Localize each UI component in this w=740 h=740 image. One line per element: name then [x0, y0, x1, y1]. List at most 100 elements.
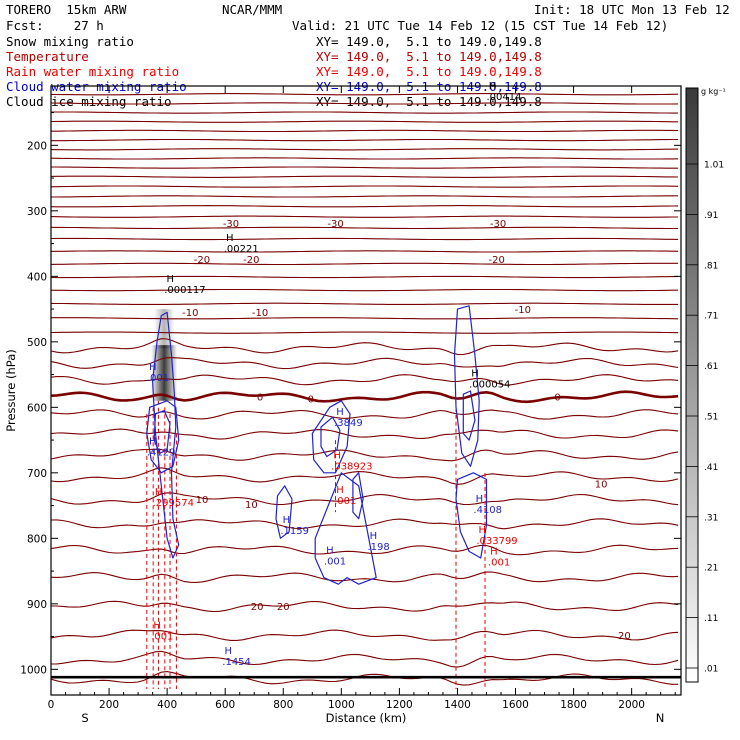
maximum-label: .299574 [153, 498, 194, 509]
isotherm-label: 20 [251, 602, 264, 613]
field-name: Temperature [6, 49, 89, 64]
isotherm [51, 409, 679, 420]
maximum-marker: H [490, 547, 498, 558]
colorbar-tick-label: .01 [704, 665, 718, 675]
isotherm [51, 129, 679, 133]
isotherm-label: -30 [327, 219, 343, 230]
maximum-label: .001 [324, 556, 346, 567]
isotherm [51, 671, 679, 686]
y-tick-label: 1000 [20, 664, 47, 676]
isotherm [51, 148, 679, 151]
isotherm [51, 157, 679, 160]
north-label: N [656, 711, 665, 725]
colorbar-tick-label: .31 [704, 513, 718, 523]
isotherm [51, 288, 679, 292]
isotherm [51, 357, 679, 370]
isotherm [51, 250, 679, 253]
isotherm [51, 302, 679, 305]
isotherm [51, 374, 679, 386]
cloud-water-contour [462, 390, 476, 441]
maximum-marker: H [225, 646, 233, 657]
y-tick-label: 700 [27, 468, 47, 480]
maximum-marker: H [153, 621, 161, 632]
maximum-label: .00414 [486, 92, 521, 103]
isotherm-label: 20 [277, 602, 290, 613]
colorbar-tick-label: .71 [704, 312, 718, 322]
x-tick-label: 1400 [444, 699, 471, 711]
isotherm [51, 93, 679, 96]
cloud-water-contour [453, 305, 480, 467]
maximum-label: .1159 [280, 526, 309, 537]
model-title: TORERO 15km ARW [6, 2, 127, 17]
cloud-water-contour [153, 410, 171, 454]
colorbar-unit: g kg⁻¹ [701, 87, 726, 96]
isotherm [51, 215, 679, 218]
x-tick-label: 1800 [560, 699, 587, 711]
maximum-marker: H [166, 274, 174, 285]
maximum-marker: H [149, 362, 157, 373]
isotherm-label: -20 [243, 255, 259, 266]
maximum-label: .4129 [147, 448, 176, 459]
isotherm [51, 629, 679, 641]
cloud-water-contour [320, 416, 341, 458]
maximum-label: .001 [334, 496, 356, 507]
isotherm-label: -10 [515, 305, 531, 316]
y-tick-label: 200 [27, 140, 47, 152]
isotherm-label: 0 [554, 392, 560, 403]
colorbar-tick-label: .11 [704, 614, 718, 624]
isotherm-label: -10 [182, 308, 198, 319]
isotherm-label: -20 [194, 255, 210, 266]
y-tick-label: 400 [27, 271, 47, 283]
isotherm [51, 205, 679, 208]
isotherm [51, 275, 679, 279]
colorbar [685, 87, 699, 683]
x-tick-label: 800 [273, 699, 293, 711]
isotherm [51, 185, 679, 188]
field-name: Cloud ice mixing ratio [6, 94, 172, 109]
x-tick-label: 200 [99, 699, 119, 711]
y-tick-label: 800 [27, 533, 47, 545]
isotherm-label: 0 [308, 394, 314, 405]
colorbar-tick-label: 1.01 [704, 161, 724, 171]
cloud-water-contour [352, 472, 364, 520]
x-axis-label: Distance (km) [326, 711, 407, 725]
x-tick-label: 1200 [386, 699, 413, 711]
x-tick-label: 0 [48, 699, 55, 711]
maximum-label: .001 [147, 373, 169, 384]
isotherm-label: -30 [223, 219, 239, 230]
isotherm-label: 10 [196, 495, 209, 506]
field-xy: XY= 149.0, 5.1 to 149.0,149.8 [316, 64, 542, 79]
center-title: NCAR/MMM [222, 2, 283, 17]
zero-degree-isotherm [51, 390, 679, 404]
isotherm-label: 10 [245, 500, 258, 511]
isotherm [51, 195, 679, 198]
field-xy: XY= 149.0, 5.1 to 149.0,149.8 [316, 94, 542, 109]
isotherm [51, 102, 679, 105]
y-axis-label: Pressure (hPa) [4, 349, 18, 432]
forecast-hour: Fcst: 27 h [6, 18, 104, 33]
isotherm [51, 331, 679, 334]
maximum-label: .038923 [331, 461, 372, 472]
field-xy: XY= 149.0, 5.1 to 149.0,149.8 [316, 49, 542, 64]
isotherm [51, 518, 679, 530]
maximum-marker: H [226, 233, 234, 244]
isotherm [51, 544, 679, 556]
y-tick-label: 900 [27, 599, 47, 611]
maximum-marker: H [333, 450, 341, 461]
colorbar-tick-label: .61 [704, 362, 718, 372]
x-tick-label: 400 [157, 699, 177, 711]
y-tick-label: 600 [27, 402, 47, 414]
x-tick-label: 600 [215, 699, 235, 711]
cloud-water-contour [275, 485, 293, 539]
isotherm [51, 120, 679, 123]
isotherm-label: -10 [252, 308, 268, 319]
colorbar-tick-label: .51 [704, 413, 718, 423]
south-label: S [81, 711, 88, 725]
maximum-label: .00221 [224, 244, 259, 255]
maximum-marker: H [155, 487, 163, 498]
isotherm [51, 492, 679, 506]
isotherm [51, 448, 679, 462]
maximum-marker: H [283, 515, 291, 526]
cloud-water-contour [311, 400, 351, 474]
